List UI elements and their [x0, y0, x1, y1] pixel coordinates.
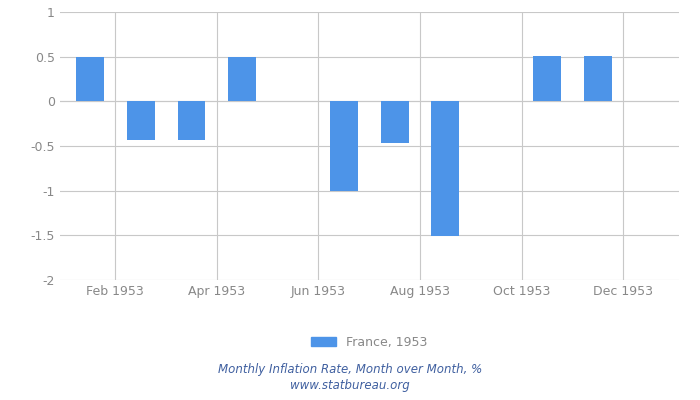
Bar — [533, 56, 561, 101]
Bar — [381, 101, 409, 143]
Bar — [76, 57, 104, 101]
Bar — [127, 101, 155, 140]
Legend: France, 1953: France, 1953 — [306, 331, 433, 354]
Bar — [228, 57, 256, 101]
Bar — [330, 101, 358, 191]
Text: www.statbureau.org: www.statbureau.org — [290, 380, 410, 392]
Bar — [178, 101, 206, 140]
Bar — [431, 101, 459, 236]
Bar — [584, 56, 612, 101]
Text: Monthly Inflation Rate, Month over Month, %: Monthly Inflation Rate, Month over Month… — [218, 364, 482, 376]
